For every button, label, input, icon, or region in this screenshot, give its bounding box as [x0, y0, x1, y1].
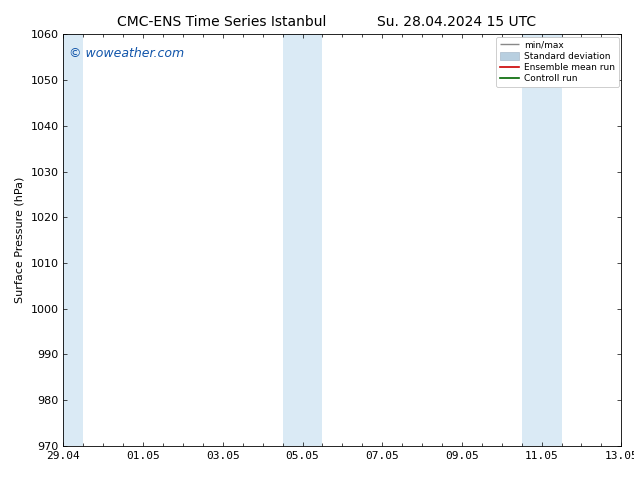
Bar: [60, 34, 83, 446]
Text: Su. 28.04.2024 15 UTC: Su. 28.04.2024 15 UTC: [377, 15, 536, 29]
Text: CMC-ENS Time Series Istanbul: CMC-ENS Time Series Istanbul: [117, 15, 327, 29]
Text: © woweather.com: © woweather.com: [69, 47, 184, 60]
Bar: [522, 34, 562, 446]
Y-axis label: Surface Pressure (hPa): Surface Pressure (hPa): [15, 177, 25, 303]
Legend: min/max, Standard deviation, Ensemble mean run, Controll run: min/max, Standard deviation, Ensemble me…: [496, 37, 619, 87]
Bar: [283, 34, 323, 446]
